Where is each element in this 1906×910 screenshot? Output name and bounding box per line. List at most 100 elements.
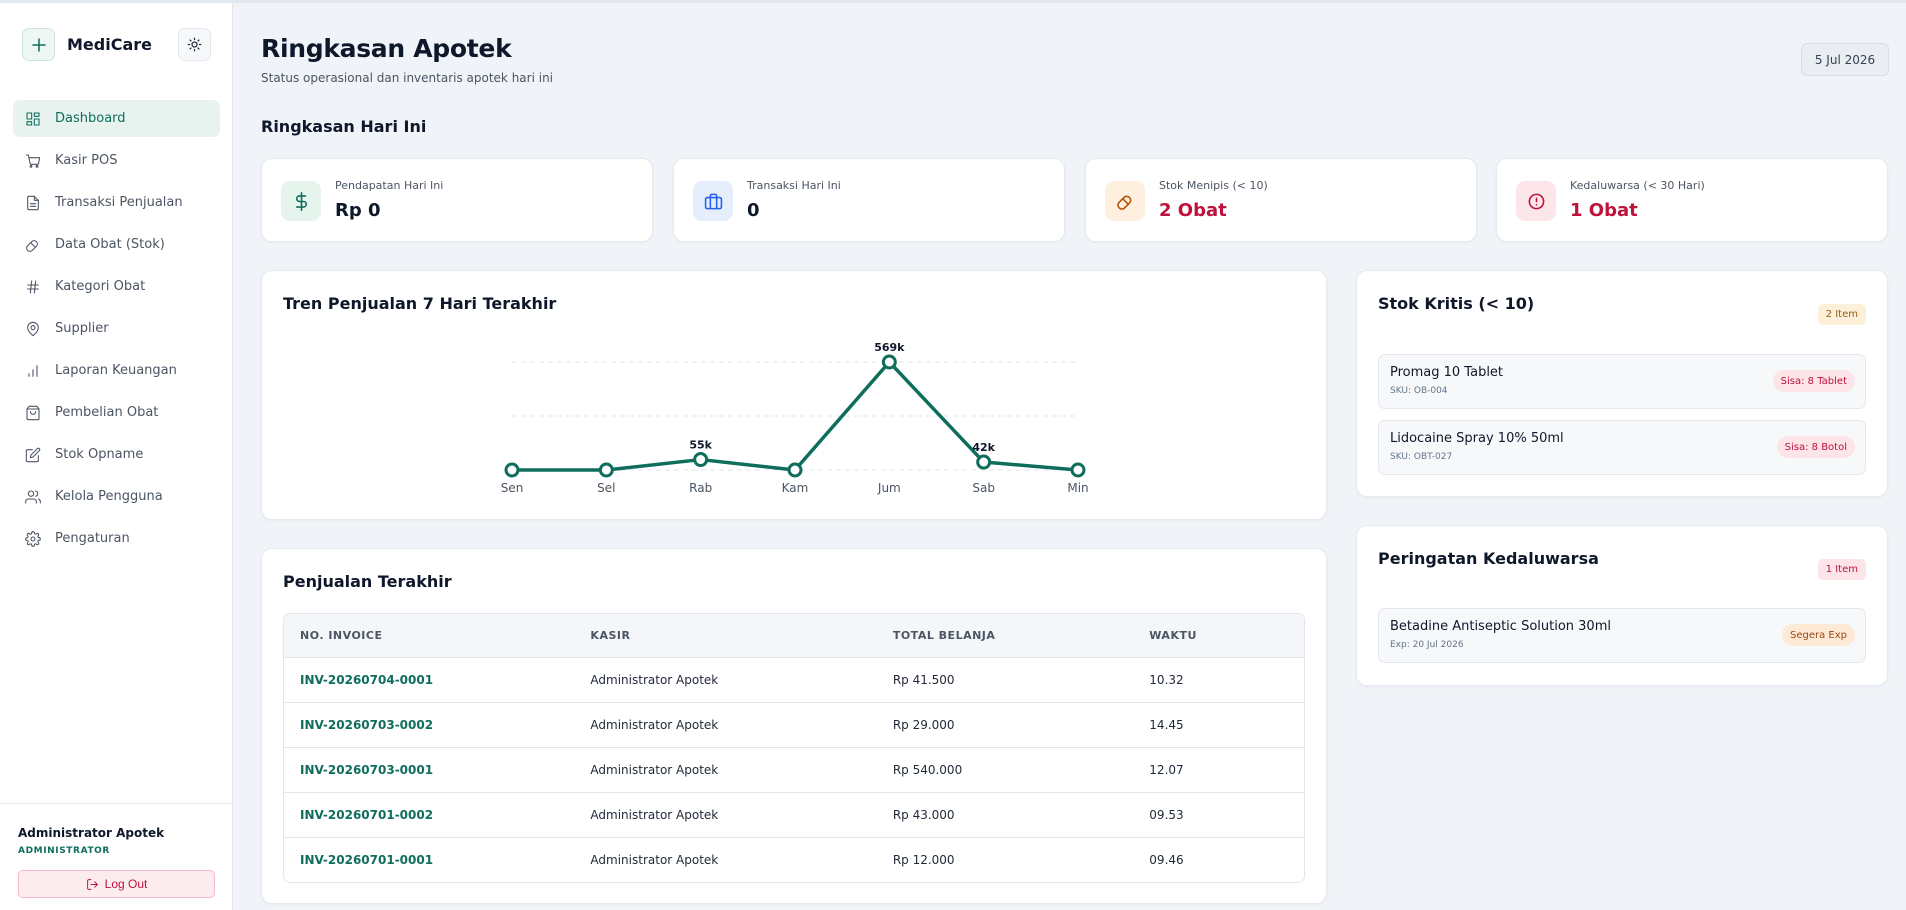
map-pin-icon: [25, 321, 41, 337]
sidebar-item-label: Supplier: [55, 321, 109, 336]
stat-card-revenue: Pendapatan Hari Ini Rp 0: [261, 158, 653, 242]
x-tick-label: Min: [1067, 481, 1088, 495]
date-badge: 5 Jul 2026: [1801, 43, 1889, 76]
sidebar-item-kasir-pos[interactable]: Kasir POS: [13, 142, 220, 179]
item-count-badge: 2 Item: [1817, 304, 1866, 325]
sidebar-item-dashboard[interactable]: Dashboard: [13, 100, 220, 137]
table-cell: Rp 12.000: [892, 853, 955, 867]
sidebar-item-supplier[interactable]: Supplier: [13, 310, 220, 347]
logout-icon: [86, 878, 105, 891]
data-label: 569k: [874, 341, 905, 354]
data-point: [504, 462, 520, 478]
table-row[interactable]: INV-20260701-0002 Administrator Apotek R…: [284, 792, 1304, 837]
data-point: [881, 354, 897, 370]
item-sku: SKU: OB-004: [1390, 386, 1448, 396]
item-exp-date: Exp: 20 Jul 2026: [1390, 640, 1464, 650]
x-tick-label: Jum: [877, 481, 901, 495]
bar-chart-icon: [25, 363, 41, 379]
user-name: Administrator Apotek: [18, 826, 165, 840]
column-header[interactable]: TOTAL BELANJA: [892, 629, 996, 642]
sidebar-item-label: Pembelian Obat: [55, 405, 159, 420]
page-subtitle: Status operasional dan inventaris apotek…: [261, 71, 554, 85]
sidebar-item-label: Stok Opname: [55, 447, 144, 462]
sidebar-item-pengaturan[interactable]: Pengaturan: [13, 520, 220, 557]
sidebar-item-data-obat[interactable]: Data Obat (Stok): [13, 226, 220, 263]
data-point: [693, 452, 709, 468]
sidebar-item-label: Kasir POS: [55, 153, 118, 168]
invoice-link[interactable]: INV-20260704-0001: [300, 673, 434, 687]
table-cell: Rp 29.000: [892, 718, 955, 732]
invoice-link[interactable]: INV-20260703-0002: [300, 718, 434, 732]
table-cell: 09.46: [1149, 853, 1184, 867]
item-name: Lidocaine Spray 10% 50ml: [1390, 431, 1564, 446]
logout-button[interactable]: Log Out: [18, 870, 215, 898]
sidebar-nav: Dashboard Kasir POS Transaksi Penjualan …: [13, 100, 220, 562]
sidebar-item-transaksi-penjualan[interactable]: Transaksi Penjualan: [13, 184, 220, 221]
table-cell: Administrator Apotek: [590, 763, 719, 777]
stat-label: Pendapatan Hari Ini: [335, 179, 444, 192]
x-tick-label: Sab: [972, 481, 995, 495]
table-cell: Administrator Apotek: [590, 808, 719, 822]
remaining-badge: Sisa: 8 Tablet: [1772, 370, 1855, 392]
stat-label: Kedaluwarsa (< 30 Hari): [1570, 179, 1705, 192]
settings-icon: [25, 530, 41, 547]
column-header[interactable]: WAKTU: [1149, 629, 1197, 642]
stat-value: Rp 0: [335, 200, 381, 221]
data-point: [598, 462, 614, 478]
card-title: Peringatan Kedaluwarsa: [1378, 549, 1599, 568]
critical-stock-card: Stok Kritis (< 10) 2 Item Promag 10 Tabl…: [1356, 270, 1888, 497]
brand-name: MediCare: [67, 35, 152, 54]
edit-icon: [25, 447, 41, 463]
card-title: Penjualan Terakhir: [283, 572, 452, 591]
sidebar-item-label: Transaksi Penjualan: [55, 195, 183, 210]
table-cell: 09.53: [1149, 808, 1184, 822]
table-row[interactable]: INV-20260701-0001 Administrator Apotek R…: [284, 837, 1304, 882]
table-row[interactable]: INV-20260704-0001 Administrator Apotek R…: [284, 657, 1304, 702]
users-icon: [25, 489, 41, 505]
sidebar-item-label: Kelola Pengguna: [55, 489, 163, 504]
card-title: Tren Penjualan 7 Hari Terakhir: [283, 294, 557, 313]
table-cell: 12.07: [1149, 763, 1184, 777]
sidebar: MediCare Dashboard Kasir POS Transaksi P…: [0, 3, 233, 910]
invoice-link[interactable]: INV-20260701-0002: [300, 808, 434, 822]
stock-item[interactable]: Lidocaine Spray 10% 50ml SKU: OBT-027 Si…: [1378, 420, 1866, 475]
summary-title: Ringkasan Hari Ini: [261, 117, 427, 136]
recent-sales-table: NO. INVOICE KASIR TOTAL BELANJA WAKTU IN…: [283, 613, 1305, 883]
sales-trend-card: Tren Penjualan 7 Hari Terakhir Sen Sel Rab…: [261, 270, 1327, 520]
stat-value: 1 Obat: [1570, 200, 1638, 221]
data-label: 55k: [689, 439, 712, 452]
sidebar-item-laporan-keuangan[interactable]: Laporan Keuangan: [13, 352, 220, 389]
x-tick-label: Rab: [689, 481, 712, 495]
sidebar-item-label: Kategori Obat: [55, 279, 146, 294]
data-point: [787, 462, 803, 478]
stat-value: 2 Obat: [1159, 200, 1227, 221]
brand[interactable]: MediCare: [22, 28, 152, 61]
sidebar-item-kelola-pengguna[interactable]: Kelola Pengguna: [13, 478, 220, 515]
table-cell: 14.45: [1149, 718, 1184, 732]
stock-item[interactable]: Promag 10 Tablet SKU: OB-004 Sisa: 8 Tab…: [1378, 354, 1866, 409]
invoice-link[interactable]: INV-20260703-0001: [300, 763, 434, 777]
data-label: 42k: [972, 441, 995, 454]
theme-toggle-button[interactable]: [178, 28, 211, 61]
pill-icon: [25, 237, 41, 253]
column-header[interactable]: NO. INVOICE: [300, 629, 383, 642]
pill-icon: [1105, 181, 1145, 221]
recent-sales-card: Penjualan Terakhir NO. INVOICE KASIR TOT…: [261, 548, 1327, 904]
sales-trend-chart: Sen Sel Rab 55k Kam Jum 569k Sab 42k Min: [501, 341, 1089, 495]
data-point: [976, 454, 992, 470]
sidebar-item-pembelian-obat[interactable]: Pembelian Obat: [13, 394, 220, 431]
sidebar-item-label: Dashboard: [55, 111, 126, 126]
table-row[interactable]: INV-20260703-0001 Administrator Apotek R…: [284, 747, 1304, 792]
table-row[interactable]: INV-20260703-0002 Administrator Apotek R…: [284, 702, 1304, 747]
card-title: Stok Kritis (< 10): [1378, 294, 1535, 313]
page-title: Ringkasan Apotek: [261, 34, 512, 63]
dollar-icon: [281, 181, 321, 221]
column-header[interactable]: KASIR: [590, 629, 631, 642]
invoice-link[interactable]: INV-20260701-0001: [300, 853, 434, 867]
plus-icon: [22, 28, 55, 61]
sidebar-item-kategori-obat[interactable]: Kategori Obat: [13, 268, 220, 305]
sidebar-item-stok-opname[interactable]: Stok Opname: [13, 436, 220, 473]
user-role: ADMINISTRATOR: [18, 846, 110, 856]
expiry-item[interactable]: Betadine Antiseptic Solution 30ml Exp: 2…: [1378, 608, 1866, 663]
sidebar-item-label: Laporan Keuangan: [55, 363, 177, 378]
